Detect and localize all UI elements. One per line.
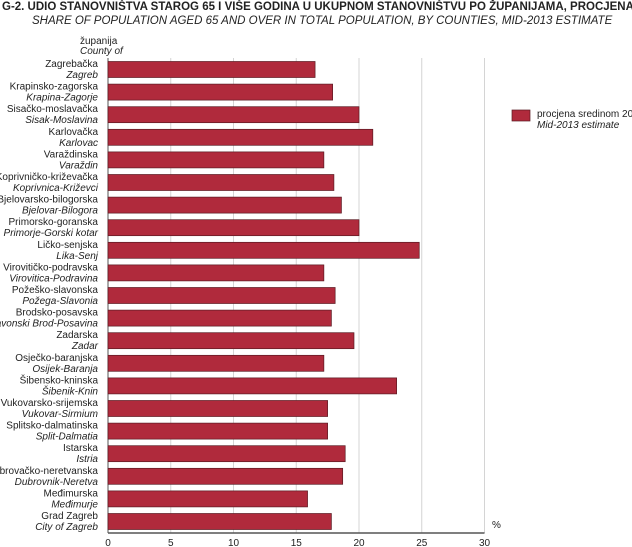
bar xyxy=(107,490,308,508)
x-tick-label: 25 xyxy=(416,538,428,547)
y-axis-title: županija xyxy=(80,36,118,47)
category-label-en: Osijek-Baranja xyxy=(32,364,98,375)
category-label: Istarska xyxy=(63,443,98,454)
category-label-en: Karlovac xyxy=(59,138,98,149)
category-label: Sisačko-moslavačka xyxy=(7,104,99,115)
category-label: Bjelovarsko-bilogorska xyxy=(0,195,98,206)
category-label-en: Koprivnica-Križevci xyxy=(13,183,99,194)
category-label-en: Virovitica-Podravina xyxy=(9,273,98,284)
x-tick-label: 30 xyxy=(479,538,491,547)
y-axis-title-en: County of xyxy=(80,46,124,57)
category-label: Karlovačka xyxy=(49,127,99,138)
bar xyxy=(107,128,374,146)
category-label: Varaždinska xyxy=(44,149,99,160)
category-label-en: Istria xyxy=(76,454,98,465)
category-label-en: Međimurje xyxy=(51,499,98,510)
bar xyxy=(107,332,355,350)
bar xyxy=(107,83,333,101)
x-axis-unit: % xyxy=(492,520,501,531)
category-label-en: Slavonski Brod-Posavina xyxy=(0,319,98,330)
category-label-en: Zadar xyxy=(71,341,99,352)
category-label-en: Krapina-Zagorje xyxy=(26,93,98,104)
bar xyxy=(107,377,397,395)
bar xyxy=(107,196,342,214)
category-label: Osječko-baranjska xyxy=(15,353,98,364)
bar xyxy=(107,287,336,304)
bar xyxy=(107,61,316,78)
bar xyxy=(107,467,344,485)
bar xyxy=(107,264,325,282)
category-label: Požeško-slavonska xyxy=(12,285,99,296)
bar xyxy=(107,400,328,417)
category-label: Primorsko-goranska xyxy=(9,217,99,228)
bar xyxy=(107,219,360,237)
category-label-en: Dubrovnik-Neretva xyxy=(15,477,99,488)
x-tick-label: 10 xyxy=(228,538,240,547)
bar xyxy=(107,513,332,530)
category-label-en: Zagreb xyxy=(65,70,98,81)
bar xyxy=(107,422,328,440)
x-tick-label: 15 xyxy=(291,538,303,547)
category-label: Splitsko-dalmatinska xyxy=(6,421,98,432)
category-label-en: Split-Dalmatia xyxy=(36,432,99,443)
x-tick-label: 20 xyxy=(353,538,365,547)
chart-subtitle: SHARE OF POPULATION AGED 65 AND OVER IN … xyxy=(32,15,613,27)
category-label: Virovitičko-podravska xyxy=(3,262,98,273)
category-label-en: Vukovar-Sirmium xyxy=(22,409,98,420)
category-label: Dubrovačko-neretvanska xyxy=(0,466,98,477)
category-label-en: Primorje-Gorski kotar xyxy=(4,228,99,239)
category-label-en: City of Zagreb xyxy=(35,522,98,533)
category-label: Ličko-senjska xyxy=(37,240,98,251)
category-label-en: Bjelovar-Bilogora xyxy=(22,206,98,217)
category-label: Krapinsko-zagorska xyxy=(10,82,99,93)
bar xyxy=(107,106,360,124)
category-label-en: Lika-Senj xyxy=(56,251,98,262)
bar xyxy=(107,241,420,259)
category-label-en: Požega-Slavonia xyxy=(22,296,98,307)
category-label-en: Šibenik-Knin xyxy=(42,384,99,397)
category-label: Koprivničko-križevačka xyxy=(0,172,98,183)
category-label: Međimurska xyxy=(44,488,99,499)
bar xyxy=(107,445,346,463)
category-label-en: Varaždin xyxy=(59,160,99,171)
x-tick-label: 5 xyxy=(168,538,174,547)
category-label: Grad Zagreb xyxy=(41,511,98,522)
category-label: Zagrebačka xyxy=(45,59,98,70)
legend-label: procjena sredinom 2013. xyxy=(537,109,632,120)
x-tick-label: 0 xyxy=(105,538,111,547)
legend-swatch xyxy=(511,109,531,122)
category-label: Brodsko-posavska xyxy=(16,308,99,319)
bar xyxy=(107,309,332,327)
category-label: Zadarska xyxy=(56,330,98,341)
category-label-en: Sisak-Moslavina xyxy=(25,115,98,126)
bar xyxy=(107,174,335,191)
bar xyxy=(107,354,325,372)
bar xyxy=(107,151,325,169)
category-label: Vukovarsko-srijemska xyxy=(1,398,99,409)
legend-label-en: Mid-2013 estimate xyxy=(537,120,620,131)
chart-title: G-2. UDIO STANOVNIŠTVA STAROG 65 I VIŠE … xyxy=(2,1,632,13)
category-label: Šibensko-kninska xyxy=(20,373,99,386)
